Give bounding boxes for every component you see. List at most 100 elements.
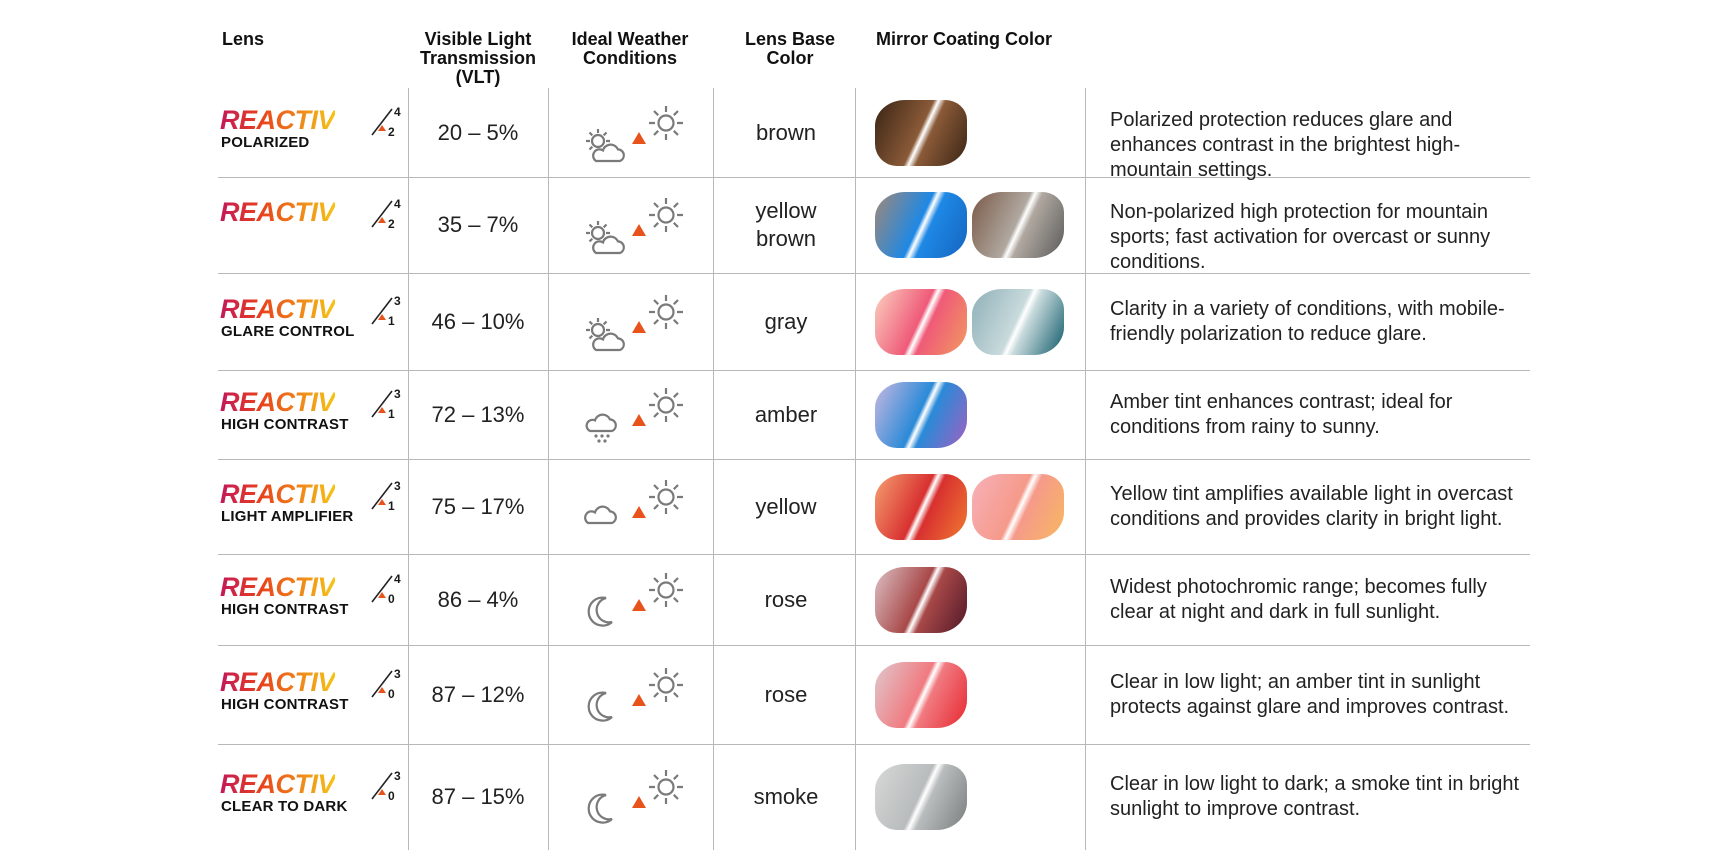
vlt-value: 86 – 4% bbox=[437, 586, 519, 612]
lens-brand-word: REACTIV bbox=[220, 197, 336, 227]
lens-base-color: gray bbox=[764, 308, 808, 334]
row-divider bbox=[218, 744, 1530, 745]
category-low: 1 bbox=[388, 313, 395, 328]
row-divider bbox=[218, 273, 1530, 274]
lens-brand-word: REACTIV bbox=[220, 769, 336, 799]
header-vlt: Visible Light Transmission (VLT) bbox=[419, 29, 537, 87]
sun-cloud-icon bbox=[582, 314, 628, 361]
weather-conditions bbox=[580, 477, 690, 537]
lens-description: Yellow tint amplifies available light in… bbox=[1110, 482, 1513, 530]
sun-icon bbox=[646, 195, 686, 240]
lens-subtitle: HIGH CONTRAST bbox=[221, 415, 349, 433]
column-divider bbox=[548, 88, 549, 850]
category-high: 3 bbox=[394, 293, 401, 308]
lens-brand-word: REACTIV bbox=[220, 293, 336, 324]
arrow-up-triangle-icon bbox=[632, 795, 646, 813]
lens-logo: REACTIV 1 3 HIGH CONTRAST bbox=[220, 387, 410, 447]
row-divider bbox=[218, 459, 1530, 460]
sun-cloud-icon bbox=[582, 125, 628, 172]
cloud-icon bbox=[582, 499, 622, 534]
lens-base-color: rose bbox=[764, 586, 808, 612]
vlt-value: 75 – 17% bbox=[431, 493, 525, 519]
arrow-up-triangle-icon bbox=[632, 131, 646, 149]
header-lens: Lens bbox=[222, 29, 265, 49]
table-row: REACTIV 1 3 HIGH CONTRAST 72 – 13% amber Amber… bbox=[0, 370, 1728, 459]
lens-description: Non-polarized high protection for mounta… bbox=[1110, 201, 1491, 273]
category-high: 3 bbox=[394, 386, 401, 401]
column-divider bbox=[713, 88, 714, 850]
table-row: REACTIV 0 4 HIGH CONTRAST 86 – 4% rose Widest … bbox=[0, 554, 1728, 645]
sun-icon bbox=[646, 292, 686, 337]
lens-subtitle: POLARIZED bbox=[221, 133, 310, 151]
category-high: 4 bbox=[394, 197, 401, 211]
table-row: REACTIV 0 3 HIGH CONTRAST 87 – 12% rose Clear … bbox=[0, 645, 1728, 744]
table-row: REACTIV 2 4 POLARIZED 20 – 5% brown Polarized … bbox=[0, 88, 1728, 181]
lens-logo: REACTIV 0 3 CLEAR TO DARK bbox=[220, 769, 410, 829]
category-low: 0 bbox=[388, 686, 395, 701]
category-high: 3 bbox=[394, 478, 401, 493]
mirror-coating-swatch bbox=[972, 192, 1064, 258]
sun-icon bbox=[646, 103, 686, 148]
weather-conditions bbox=[580, 195, 690, 255]
weather-conditions bbox=[580, 665, 690, 725]
category-low: 2 bbox=[388, 124, 395, 139]
vlt-value: 72 – 13% bbox=[431, 401, 525, 427]
weather-conditions bbox=[580, 292, 690, 352]
lens-subtitle: HIGH CONTRAST bbox=[221, 600, 349, 618]
lens-subtitle: HIGH CONTRAST bbox=[221, 695, 349, 713]
lens-logo: REACTIV 0 3 HIGH CONTRAST bbox=[220, 667, 410, 727]
mirror-coating-swatch bbox=[875, 192, 967, 258]
moon-icon bbox=[582, 789, 618, 832]
arrow-up-triangle-icon bbox=[632, 413, 646, 431]
sun-icon bbox=[646, 385, 686, 430]
category-high: 3 bbox=[394, 769, 401, 783]
row-divider bbox=[218, 177, 1530, 178]
weather-conditions bbox=[580, 767, 690, 827]
lens-logo: REACTIV 2 4 bbox=[220, 197, 410, 257]
row-divider bbox=[218, 554, 1530, 555]
mirror-coating-swatch bbox=[875, 288, 967, 355]
lens-base-color: amber bbox=[754, 401, 818, 427]
column-divider bbox=[855, 88, 856, 850]
lens-description: Clear in low light to dark; a smoke tint… bbox=[1110, 773, 1520, 820]
lens-base-color: yellow brown bbox=[755, 198, 817, 251]
sun-icon bbox=[646, 767, 686, 812]
lens-description: Amber tint enhances contrast; ideal for … bbox=[1110, 390, 1453, 438]
weather-conditions bbox=[580, 570, 690, 630]
vlt-value: 87 – 15% bbox=[431, 784, 525, 809]
rain-cloud-icon bbox=[582, 407, 622, 452]
sun-icon bbox=[646, 665, 686, 710]
lens-subtitle: LIGHT AMPLIFIER bbox=[221, 507, 354, 525]
arrow-up-triangle-icon bbox=[632, 505, 646, 523]
lens-description: Clear in low light; an amber tint in sun… bbox=[1110, 670, 1510, 718]
table-row: REACTIV 0 3 CLEAR TO DARK 87 – 15% smoke Clear… bbox=[0, 744, 1728, 850]
lens-base-color: rose bbox=[764, 681, 808, 707]
table-row: REACTIV 1 3 GLARE CONTROL 46 – 10% gray Clarit… bbox=[0, 273, 1728, 370]
header-weather: Ideal Weather Conditions bbox=[571, 29, 689, 68]
lens-subtitle: CLEAR TO DARK bbox=[221, 798, 348, 815]
arrow-up-triangle-icon bbox=[632, 693, 646, 711]
lens-base-color: yellow bbox=[755, 493, 817, 519]
mirror-coating-swatch bbox=[875, 764, 967, 830]
row-divider bbox=[218, 645, 1530, 646]
category-low: 2 bbox=[388, 217, 395, 231]
mirror-coating-swatch bbox=[875, 99, 967, 166]
sun-icon bbox=[646, 477, 686, 522]
lens-description: Widest photochromic range; becomes fully… bbox=[1110, 575, 1487, 623]
lens-logo: REACTIV 1 3 LIGHT AMPLIFIER bbox=[220, 479, 410, 539]
category-low: 0 bbox=[388, 591, 395, 606]
vlt-value: 20 – 5% bbox=[437, 119, 519, 145]
table-row: REACTIV 1 3 LIGHT AMPLIFIER 75 – 17% yellow Ye… bbox=[0, 459, 1728, 554]
mirror-coating-swatch bbox=[875, 566, 967, 633]
arrow-up-triangle-icon bbox=[632, 598, 646, 616]
lens-logo: REACTIV 1 3 GLARE CONTROL bbox=[220, 294, 410, 354]
lens-brand-word: REACTIV bbox=[220, 478, 336, 509]
mirror-coating-swatch bbox=[875, 661, 967, 728]
weather-conditions bbox=[580, 385, 690, 445]
lens-brand-word: REACTIV bbox=[220, 571, 336, 602]
